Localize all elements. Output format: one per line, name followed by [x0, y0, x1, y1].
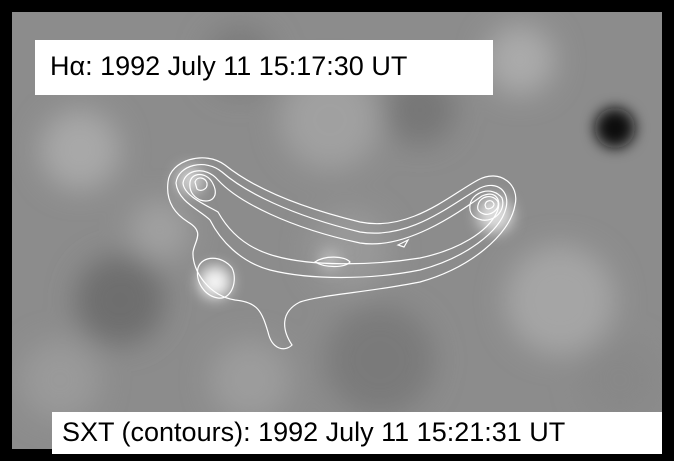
halpha-label: Hα: 1992 July 11 15:17:30 UT: [50, 51, 407, 81]
top-label-box: [35, 40, 493, 95]
sxt-label: SXT (contours): 1992 July 11 15:21:31 UT: [62, 417, 565, 447]
sxt-contours: [167, 157, 517, 350]
bottom-label-box: [52, 412, 662, 454]
